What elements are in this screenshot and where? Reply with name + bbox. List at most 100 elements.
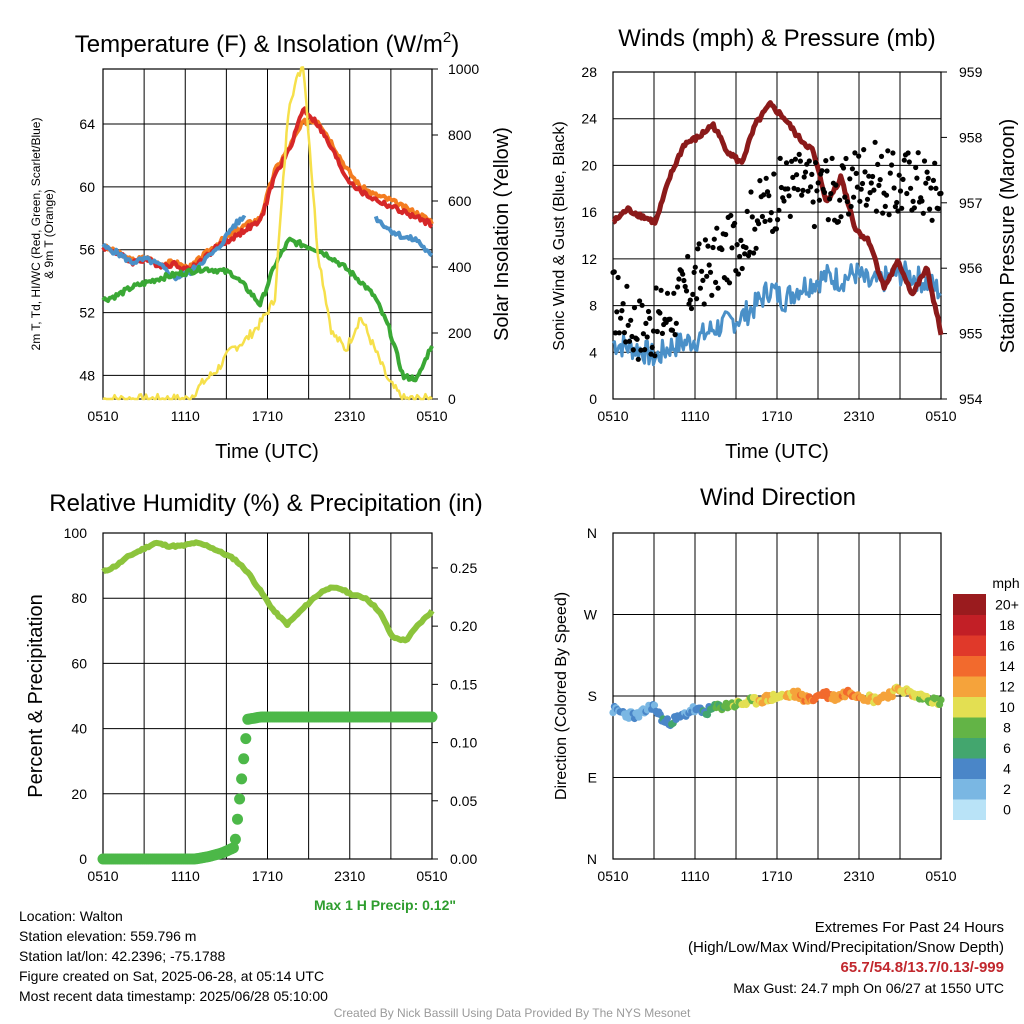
gust-point [859,180,866,187]
gust-point [699,268,705,274]
y-tick-label: 40 [71,721,87,737]
gust-point [914,175,920,181]
y-right-tick-label: 955 [959,326,983,342]
series-line-red [101,106,434,273]
gust-point [688,305,695,312]
gust-point [658,287,664,293]
gust-point [715,285,721,291]
gust-point [729,245,735,251]
extremes-subtitle: (High/Low/Max Wind/Precipitation/Snow De… [688,939,1004,956]
gust-point [877,177,883,183]
precip-point [426,711,438,723]
gust-point [887,170,893,176]
gust-point [762,218,768,224]
gust-point [882,203,888,209]
gust-point [915,150,921,156]
precip-point [227,842,239,854]
gust-point [749,214,755,220]
y-tick-label: S [588,688,597,704]
x-tick-label: 2310 [843,408,874,424]
y-tick-label: 16 [581,204,597,220]
timestamp-line: Most recent data timestamp: 2025/06/28 0… [19,988,328,1004]
gust-point [683,288,690,294]
gust-point [671,290,677,296]
gust-point [628,317,634,323]
gust-point [821,189,828,195]
gust-point [735,271,742,277]
gust-point [644,334,650,340]
direction-point [650,701,659,709]
gust-point [649,344,655,350]
y-right-axis-label: Station Pressure (Maroon) [997,119,1019,354]
chart-title: Temperature (F) & Insolation (W/m2) [75,29,459,58]
gust-point [900,176,906,182]
gust-point [766,193,772,199]
gust-point [686,301,692,307]
gust-point [867,190,873,196]
gust-point [809,171,815,177]
y-right-tick-label: 954 [959,391,983,407]
x-tick-label: 0510 [87,868,118,884]
x-tick-label: 0510 [416,868,447,884]
gust-point [738,237,744,243]
gust-point [618,315,624,321]
gust-point [737,253,743,260]
precip-point [236,773,248,785]
gust-point [645,308,652,315]
y-right-tick-label: 400 [448,259,472,275]
gust-point [752,226,758,232]
legend-label: 8 [1003,719,1011,735]
created-line: Figure created on Sat, 2025-06-28, at 05… [19,968,325,984]
gust-point [669,327,676,333]
gust-point [615,274,621,281]
legend-label: 4 [1003,760,1011,776]
gust-point [797,158,804,164]
y-tick-label: W [584,607,598,623]
gust-point [800,187,806,193]
y-axis-label-line: & 9m T (Orange) [42,189,56,279]
gust-point [790,174,796,180]
gust-point [858,186,864,192]
gust-point [919,198,925,204]
gust-point [657,310,663,316]
gust-point [704,273,710,279]
gust-point [897,188,904,194]
gust-point [848,203,854,210]
y-tick-label: 0 [79,851,87,867]
gust-point [880,210,886,216]
gust-point [863,202,869,208]
gust-point [714,225,720,231]
chart-title-main: Temperature (F) & Insolation (W/m [75,31,443,58]
legend-swatch [953,614,986,636]
extremes-values: 65.7/54.8/13.7/0.13/-999 [840,959,1004,976]
gust-point [938,190,944,196]
direction-point [625,714,633,722]
gust-point [813,160,819,166]
direction-point [937,696,945,704]
gust-point [896,172,902,178]
gust-point [685,253,691,260]
gust-point [620,301,626,307]
x-tick-label: 1710 [761,868,792,884]
gust-point [844,199,850,205]
gust-point [911,205,918,211]
gust-point [630,347,636,353]
precip-point [240,733,252,745]
gust-point [895,208,901,214]
y-tick-label: 0 [589,391,597,407]
gust-point [621,330,628,336]
gust-point [682,283,688,290]
legend-label: 14 [999,658,1015,674]
x-tick-label: 1710 [252,408,283,424]
legend-swatch [953,717,986,738]
gust-point [753,245,759,251]
gust-point [920,210,926,216]
gust-point [871,187,877,193]
gust-point [773,226,780,232]
legend-swatch [953,799,986,820]
y-tick-label: N [587,525,597,541]
chart-title: Winds (mph) & Pressure (mb) [618,25,935,52]
gust-point [925,175,931,181]
